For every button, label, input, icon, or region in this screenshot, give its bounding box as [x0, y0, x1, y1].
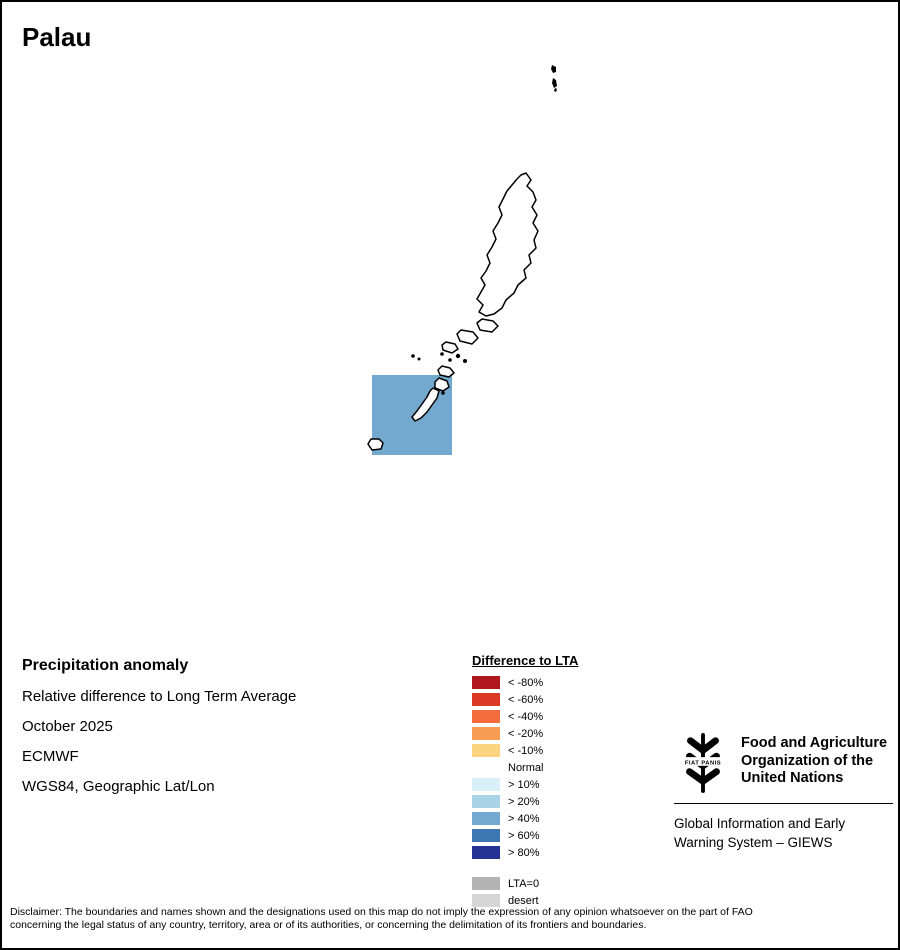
legend-row: < -20%: [472, 725, 578, 742]
fao-block: FIAT PANIS Food and Agriculture Organiza…: [674, 729, 893, 852]
fao-name-line: United Nations: [741, 770, 844, 786]
legend-swatch: [472, 744, 500, 757]
legend: Difference to LTA < -80% < -60% < -40% < -2…: [472, 653, 578, 909]
kayangel-atoll: [551, 65, 557, 92]
legend-label: Normal: [508, 761, 544, 774]
disclaimer: Disclaimer: The boundaries and names sho…: [10, 906, 894, 932]
legend-swatch: [472, 846, 500, 859]
legend-swatch: [472, 761, 500, 774]
legend-row: < -40%: [472, 708, 578, 725]
legend-swatch: [472, 812, 500, 825]
legend-label: > 10%: [508, 778, 540, 791]
legend-row: > 20%: [472, 793, 578, 810]
legend-row: > 40%: [472, 810, 578, 827]
disclaimer-line: Disclaimer: The boundaries and names sho…: [10, 906, 753, 918]
angaur-island: [367, 438, 384, 451]
legend-title: Difference to LTA: [472, 653, 579, 668]
legend-label: < -40%: [508, 710, 544, 723]
legend-label: LTA=0: [508, 877, 540, 890]
giews-line: Warning System – GIEWS: [674, 835, 833, 850]
fao-name-line: Food and Agriculture: [741, 735, 888, 751]
legend-label: > 20%: [508, 795, 540, 808]
legend-row: Normal: [472, 759, 578, 776]
legend-swatch: [472, 877, 500, 890]
koror-islands: [411, 318, 499, 378]
legend-swatch: [472, 894, 500, 907]
country-title: Palau: [22, 22, 92, 52]
legend-row: LTA=0: [472, 875, 578, 892]
legend-swatch: [472, 795, 500, 808]
legend-row: desert: [472, 892, 578, 909]
info-heading: Precipitation anomaly: [22, 657, 189, 674]
legend-swatch: [472, 676, 500, 689]
legend-row: < -60%: [472, 691, 578, 708]
info-line-projection: WGS84, Geographic Lat/Lon: [22, 778, 215, 795]
legend-label: > 60%: [508, 829, 540, 842]
babeldaob-island: [476, 172, 539, 317]
fao-motto-text: FIAT PANIS: [685, 760, 721, 766]
legend-swatch: [472, 710, 500, 723]
legend-label: > 80%: [508, 846, 540, 859]
legend-swatch: [472, 778, 500, 791]
legend-swatch: [472, 693, 500, 706]
legend-row: > 10%: [472, 776, 578, 793]
peleliu-islands: [411, 377, 450, 422]
legend-main-items: < -80% < -60% < -40% < -20% < -10% Normal > 10…: [472, 674, 578, 861]
legend-row: > 60%: [472, 827, 578, 844]
fao-name-line: Organization of the: [741, 752, 874, 769]
info-line-source: ECMWF: [22, 748, 79, 765]
legend-label: > 40%: [508, 812, 540, 825]
info-line-date: October 2025: [22, 718, 113, 735]
legend-label: < -60%: [508, 693, 544, 706]
legend-swatch: [472, 829, 500, 842]
fao-logo-icon: FIAT PANIS: [676, 732, 730, 793]
legend-extra-items: LTA=0 desert: [472, 875, 578, 909]
fao-name: Food and Agriculture Organization of the…: [741, 729, 887, 793]
legend-row: < -80%: [472, 674, 578, 691]
info-line-description: Relative difference to Long Term Average: [22, 688, 297, 705]
map-info-block: Precipitation anomaly Relative differenc…: [22, 657, 296, 808]
legend-swatch: [472, 727, 500, 740]
legend-label: < -20%: [508, 727, 544, 740]
legend-label: < -80%: [508, 676, 544, 689]
disclaimer-line: concerning the legal status of any count…: [10, 919, 647, 931]
legend-row: > 80%: [472, 844, 578, 861]
fao-header: FIAT PANIS Food and Agriculture Organiza…: [674, 729, 893, 793]
legend-label: < -10%: [508, 744, 544, 757]
divider: [674, 803, 893, 804]
legend-row: < -10%: [472, 742, 578, 759]
giews-line: Global Information and Early: [674, 816, 846, 831]
legend-label: desert: [508, 894, 539, 907]
giews-label: Global Information and Early Warning Sys…: [674, 814, 893, 852]
